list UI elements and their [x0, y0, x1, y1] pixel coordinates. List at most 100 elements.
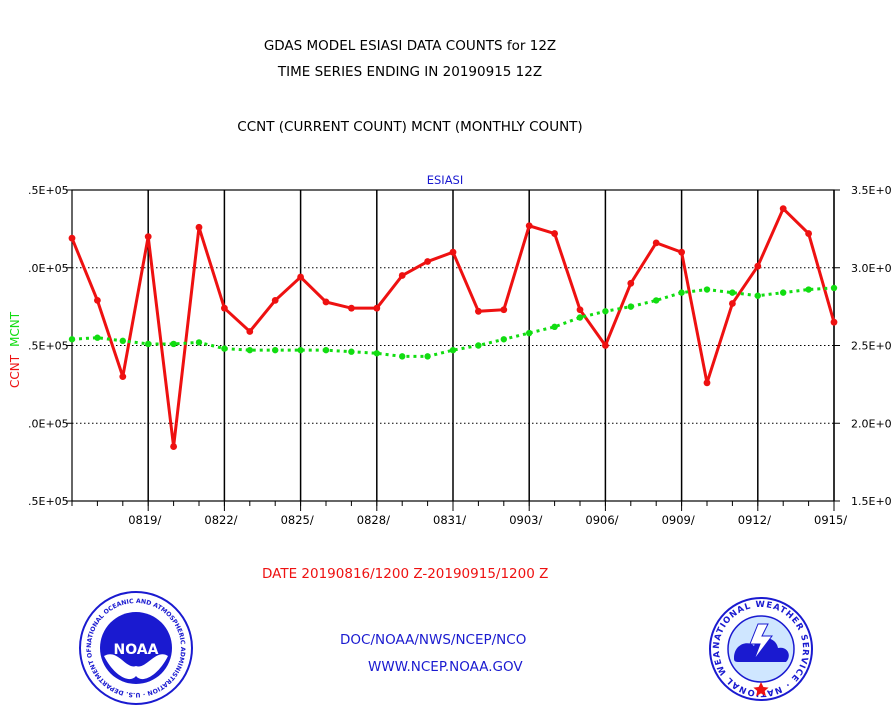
data-point-mcnt	[653, 297, 660, 304]
data-point-mcnt	[195, 339, 203, 346]
data-point-mcnt	[500, 336, 507, 343]
data-point-ccnt	[678, 248, 685, 256]
org-label: DOC/NOAA/NWS/NCEP/NCO	[340, 632, 527, 648]
plot-label: ESIASI	[427, 173, 464, 187]
data-point-mcnt	[526, 329, 533, 337]
data-point-mcnt	[830, 284, 838, 292]
x-tick-label: 0906/	[585, 513, 618, 527]
data-point-ccnt	[348, 304, 355, 312]
time-series-chart: .5E+05 1.5E+0 .0E+05 2.0E+0 .5E+05 2.5E+0 .0E+…	[8, 173, 892, 527]
x-tick-label: 0909/	[662, 513, 695, 527]
y-tick-label-left: .0E+05	[28, 262, 69, 275]
y-tick-label-right: 3.5E+0	[851, 184, 892, 197]
data-point-ccnt	[525, 222, 533, 230]
data-point-ccnt	[602, 342, 609, 349]
series-layer	[68, 205, 838, 450]
y-axis-label-ccnt: CCNT	[8, 354, 22, 388]
nws-logo: NATIONAL WEATHER SERVICE · NATIONAL WEAT…	[708, 596, 813, 701]
data-point-ccnt	[68, 234, 76, 242]
data-point-ccnt	[271, 297, 279, 304]
data-point-ccnt	[729, 300, 736, 307]
data-point-ccnt	[779, 205, 787, 213]
x-tick-label: 0831/	[433, 513, 466, 527]
noaa-logo-text: NOAA	[114, 642, 159, 658]
data-point-mcnt	[322, 346, 330, 354]
y-tick-label-right: 1.5E+0	[851, 495, 892, 508]
data-point-mcnt	[475, 342, 482, 349]
data-point-ccnt	[94, 297, 101, 304]
data-point-ccnt	[805, 230, 812, 237]
data-point-mcnt	[576, 314, 584, 321]
data-point-mcnt	[678, 289, 685, 296]
data-point-mcnt	[297, 346, 304, 354]
data-point-ccnt	[475, 307, 482, 315]
x-tick-label: 0822/	[204, 513, 237, 527]
data-point-ccnt	[449, 248, 457, 256]
data-point-ccnt	[500, 306, 508, 314]
data-point-mcnt	[272, 346, 279, 354]
website-link[interactable]: WWW.NCEP.NOAA.GOV	[368, 659, 523, 675]
x-tick-label: 0915/	[814, 513, 847, 527]
data-point-mcnt	[348, 348, 355, 355]
data-point-ccnt	[297, 273, 304, 281]
data-point-mcnt	[170, 340, 177, 348]
data-point-mcnt	[424, 353, 431, 360]
data-point-mcnt	[221, 345, 228, 352]
chart-title-line-2: TIME SERIES ENDING IN 20190915 12Z	[277, 64, 543, 80]
data-point-mcnt	[805, 286, 812, 293]
data-point-ccnt	[424, 258, 431, 265]
chart-title-line-1: GDAS MODEL ESIASI DATA COUNTS for 12Z	[263, 38, 557, 54]
data-point-ccnt	[119, 373, 127, 380]
x-tick-label: 0903/	[509, 513, 542, 527]
data-point-ccnt	[322, 298, 330, 306]
data-point-mcnt	[703, 286, 711, 293]
y-tick-label-right: 2.5E+0	[851, 340, 892, 353]
data-point-mcnt	[373, 350, 380, 357]
data-point-mcnt	[551, 323, 558, 331]
data-point-ccnt	[221, 304, 228, 312]
y-tick-label-right: 2.0E+0	[851, 417, 892, 430]
data-point-mcnt	[246, 346, 253, 354]
data-point-mcnt	[94, 334, 101, 341]
data-point-mcnt	[119, 337, 127, 345]
y-axis-label: CCNT MCNT	[8, 311, 22, 388]
chart-subtitle: CCNT (CURRENT COUNT) MCNT (MONTHLY COUNT…	[237, 119, 583, 135]
data-point-mcnt	[729, 289, 736, 296]
x-tick-label: 0819/	[128, 513, 161, 527]
data-point-mcnt	[754, 292, 761, 299]
data-point-ccnt	[246, 328, 254, 335]
data-point-ccnt	[627, 279, 635, 287]
y-tick-label-left: .0E+05	[28, 417, 69, 430]
data-point-ccnt	[398, 272, 406, 279]
data-point-mcnt	[399, 353, 406, 360]
data-point-mcnt	[68, 336, 76, 343]
data-point-ccnt	[703, 379, 711, 387]
data-point-mcnt	[145, 340, 152, 348]
data-point-ccnt	[144, 233, 152, 241]
x-tick-label: 0828/	[357, 513, 390, 527]
x-tick-label: 0912/	[738, 513, 771, 527]
y-tick-label-right: 3.0E+0	[851, 262, 892, 275]
data-point-ccnt	[830, 318, 838, 326]
labels-layer: .5E+05 1.5E+0 .0E+05 2.0E+0 .5E+05 2.5E+0 .0E+…	[8, 173, 892, 527]
data-point-mcnt	[627, 303, 634, 310]
data-point-ccnt	[576, 306, 584, 314]
data-point-ccnt	[652, 239, 660, 247]
data-point-ccnt	[170, 443, 178, 450]
axes-layer	[66, 189, 840, 511]
data-point-ccnt	[195, 223, 203, 231]
data-point-ccnt	[754, 262, 762, 270]
data-point-ccnt	[551, 230, 558, 237]
y-axis-label-mcnt: MCNT	[8, 311, 22, 347]
date-range-label: DATE 20190816/1200 Z-20190915/1200 Z	[262, 566, 549, 582]
y-tick-label-left: .5E+05	[28, 495, 69, 508]
y-tick-label-left: .5E+05	[28, 340, 69, 353]
data-point-ccnt	[373, 304, 381, 312]
y-tick-label-left: .5E+05	[28, 184, 69, 197]
data-point-mcnt	[449, 346, 457, 354]
x-tick-label: 0825/	[281, 513, 314, 527]
data-point-mcnt	[780, 289, 787, 296]
data-point-mcnt	[602, 308, 609, 315]
noaa-logo: NATIONAL OCEANIC AND ATMOSPHERIC ADMINIS…	[78, 590, 193, 705]
